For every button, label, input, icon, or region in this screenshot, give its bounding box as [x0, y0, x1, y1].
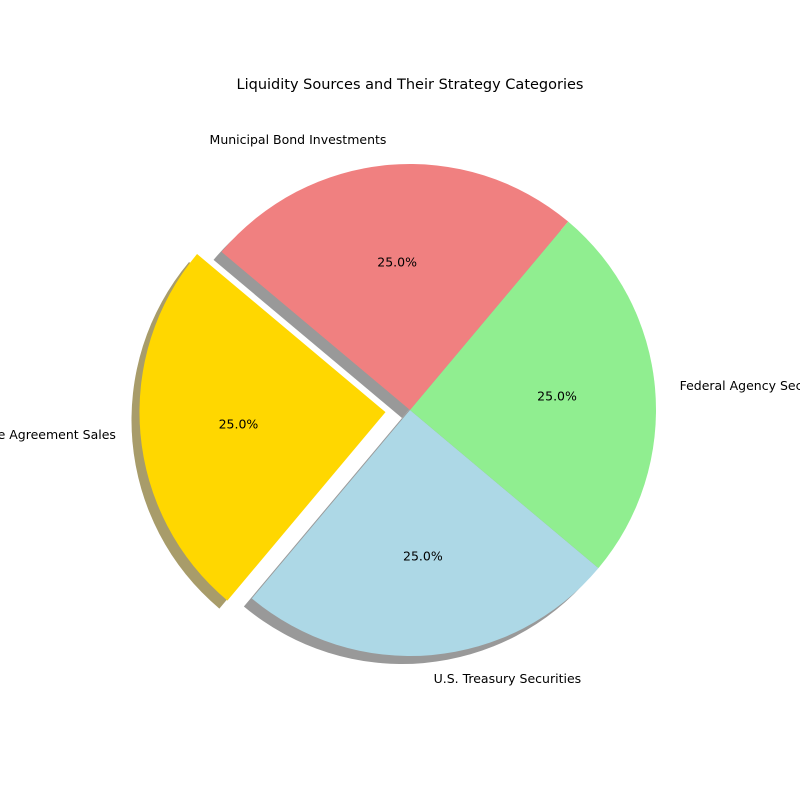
- label-layer: Repurchase Agreement Sales 25.0% U.S. Trea…: [0, 132, 800, 686]
- slice-label: U.S. Treasury Securities: [434, 671, 582, 686]
- pie-slice-repurchase-agreement-sales: [139, 254, 386, 601]
- slice-percent-label: 25.0%: [377, 254, 417, 269]
- slice-layer: [139, 164, 656, 656]
- slice-percent-label: 25.0%: [537, 389, 577, 404]
- slice-label: Municipal Bond Investments: [210, 132, 387, 147]
- pie-slice-federal-agency-securities: [410, 221, 656, 569]
- pie-slice-municipal-bond-investments: [221, 164, 569, 410]
- pie-slice-u-s-treasury-securities: [251, 410, 599, 656]
- slice-percent-label: 25.0%: [219, 417, 259, 432]
- slice-label: Federal Agency Securities: [680, 378, 800, 393]
- slice-percent-label: 25.0%: [403, 549, 443, 564]
- chart-title: Liquidity Sources and Their Strategy Cat…: [237, 77, 584, 93]
- slice-label: Repurchase Agreement Sales: [0, 427, 116, 442]
